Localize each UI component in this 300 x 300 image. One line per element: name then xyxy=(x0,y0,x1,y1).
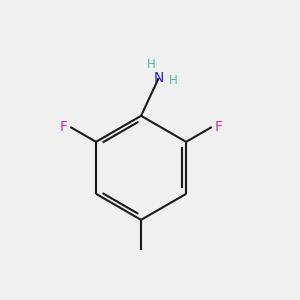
Text: H: H xyxy=(147,58,156,71)
Text: H: H xyxy=(169,74,177,87)
Text: N: N xyxy=(154,71,164,85)
Text: F: F xyxy=(214,120,222,134)
Text: F: F xyxy=(60,120,68,134)
